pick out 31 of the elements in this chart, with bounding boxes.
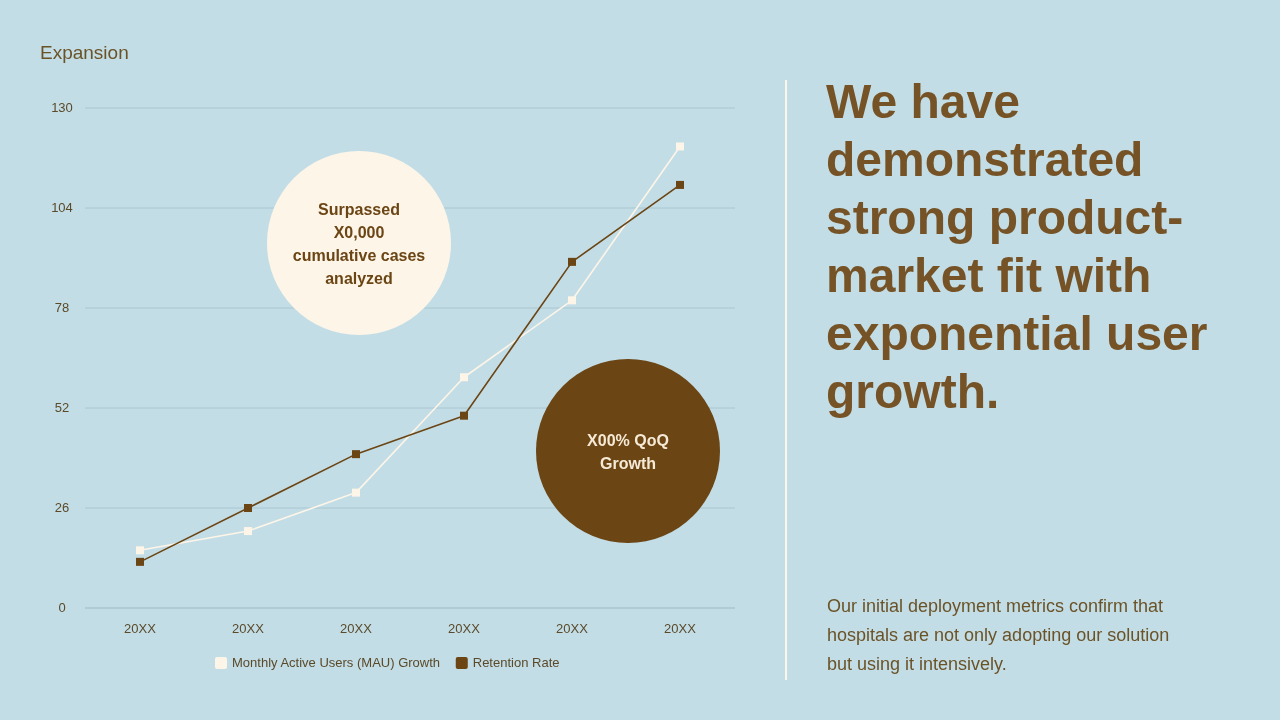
point — [244, 527, 252, 536]
point — [460, 373, 468, 382]
y-tick-label: 26 — [54, 500, 70, 515]
chart-title: Expansion — [40, 42, 129, 63]
text: We have demonstrated strong product-market fit with exponential user growth. — [826, 75, 1208, 418]
annotation: Surpassed X0,000 cumulative cases analyzed — [292, 200, 426, 287]
point — [676, 180, 684, 189]
y-tick-label: 104 — [51, 200, 73, 215]
x-tick-label: 20XX — [124, 621, 157, 636]
x-tick-label: 20XX — [556, 621, 589, 636]
annotation: X00% QoQ Growth — [587, 431, 669, 472]
point — [244, 504, 252, 512]
x-tick-label: 20XX — [664, 621, 697, 636]
point — [568, 296, 576, 305]
y-tick-label: 0 — [58, 600, 66, 615]
legend-label: Retention Rate — [472, 655, 560, 670]
point — [460, 411, 468, 420]
x-tick-label: 20XX — [232, 621, 265, 636]
point — [352, 488, 360, 497]
point — [136, 546, 144, 555]
point — [676, 142, 684, 151]
y-tick-label: 52 — [54, 400, 70, 415]
text: Our initial deployment metrics confirm that hospitals are not only adopting our solution but using it intensively. — [827, 596, 1170, 674]
legend-label: Monthly Active Users (MAU) Growth — [232, 655, 441, 670]
point — [352, 450, 360, 459]
y-tick-label: 78 — [54, 300, 70, 315]
point — [568, 257, 576, 266]
point — [136, 557, 144, 566]
x-tick-label: 20XX — [448, 621, 481, 636]
y-tick-label: 130 — [51, 100, 73, 115]
x-tick-label: 20XX — [340, 621, 373, 636]
